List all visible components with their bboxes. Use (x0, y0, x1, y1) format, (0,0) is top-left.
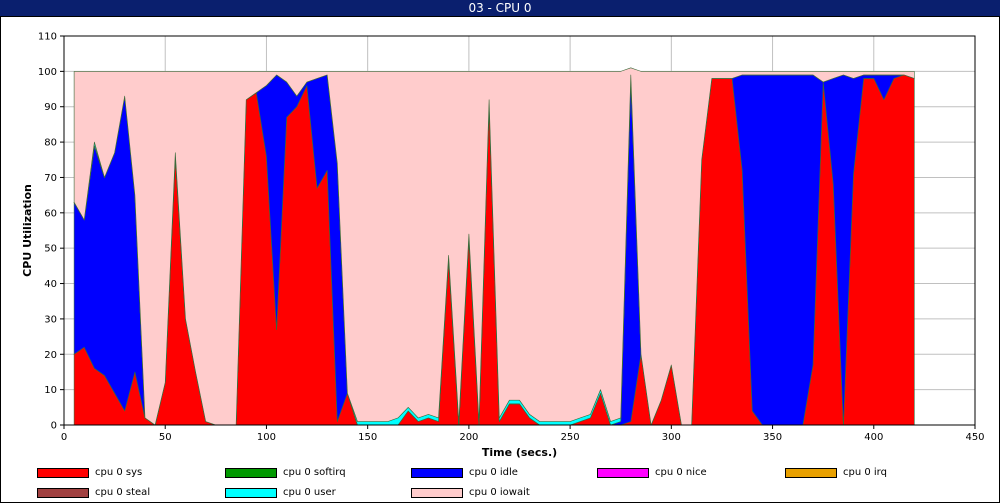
y-tick-label: 0 (51, 421, 57, 432)
legend-label: cpu 0 nice (655, 467, 707, 478)
legend-swatch (411, 487, 463, 498)
legend-item: cpu 0 user (225, 487, 336, 498)
y-tick-label: 20 (44, 350, 57, 361)
plot-border (63, 35, 976, 426)
x-axis-label: Time (secs.) (482, 446, 557, 459)
y-tick-label: 80 (44, 138, 57, 149)
legend-swatch (37, 467, 89, 478)
series-area-cpu-0-iowait (73, 67, 915, 426)
legend-label: cpu 0 idle (469, 467, 518, 478)
x-tick-label: 200 (459, 432, 478, 443)
legend-swatch (225, 467, 277, 478)
x-tick-label: 300 (662, 432, 681, 443)
x-tick-label: 250 (561, 432, 580, 443)
x-tick-label: 350 (763, 432, 782, 443)
legend-item: cpu 0 steal (37, 487, 150, 498)
legend-label: cpu 0 irq (843, 467, 887, 478)
y-tick-label: 60 (44, 208, 57, 219)
legend-swatch (411, 467, 463, 478)
y-tick-label: 30 (44, 314, 57, 325)
y-tick-label: 90 (44, 102, 57, 113)
x-tick-label: 400 (864, 432, 883, 443)
legend-swatch (37, 487, 89, 498)
x-tick-label: 100 (257, 432, 276, 443)
x-tick-label: 450 (965, 432, 984, 443)
legend-item: cpu 0 irq (785, 467, 887, 478)
legend-swatch (597, 467, 649, 478)
y-tick-label: 100 (38, 67, 57, 78)
window-title: 03 - CPU 0 (0, 0, 1000, 17)
y-tick-label: 50 (44, 244, 57, 255)
legend-swatch (225, 487, 277, 498)
legend-label: cpu 0 softirq (283, 467, 346, 478)
y-tick-label: 40 (44, 279, 57, 290)
legend-item: cpu 0 sys (37, 467, 142, 478)
legend-item: cpu 0 idle (411, 467, 518, 478)
y-tick-label: 70 (44, 173, 57, 184)
legend-label: cpu 0 sys (95, 467, 143, 478)
y-tick-label: 10 (44, 385, 57, 396)
y-axis-label: CPU Utilization (21, 184, 34, 277)
legend-swatch (785, 467, 837, 478)
x-tick-label: 0 (61, 432, 67, 443)
x-tick-label: 50 (159, 432, 172, 443)
legend-item: cpu 0 nice (597, 467, 707, 478)
legend-label: cpu 0 user (283, 487, 336, 498)
legend-label: cpu 0 steal (95, 487, 151, 498)
y-tick-label: 110 (38, 32, 57, 43)
legend-label: cpu 0 iowait (469, 487, 530, 498)
legend-item: cpu 0 iowait (411, 487, 530, 498)
legend-item: cpu 0 softirq (225, 467, 346, 478)
x-tick-label: 150 (358, 432, 377, 443)
